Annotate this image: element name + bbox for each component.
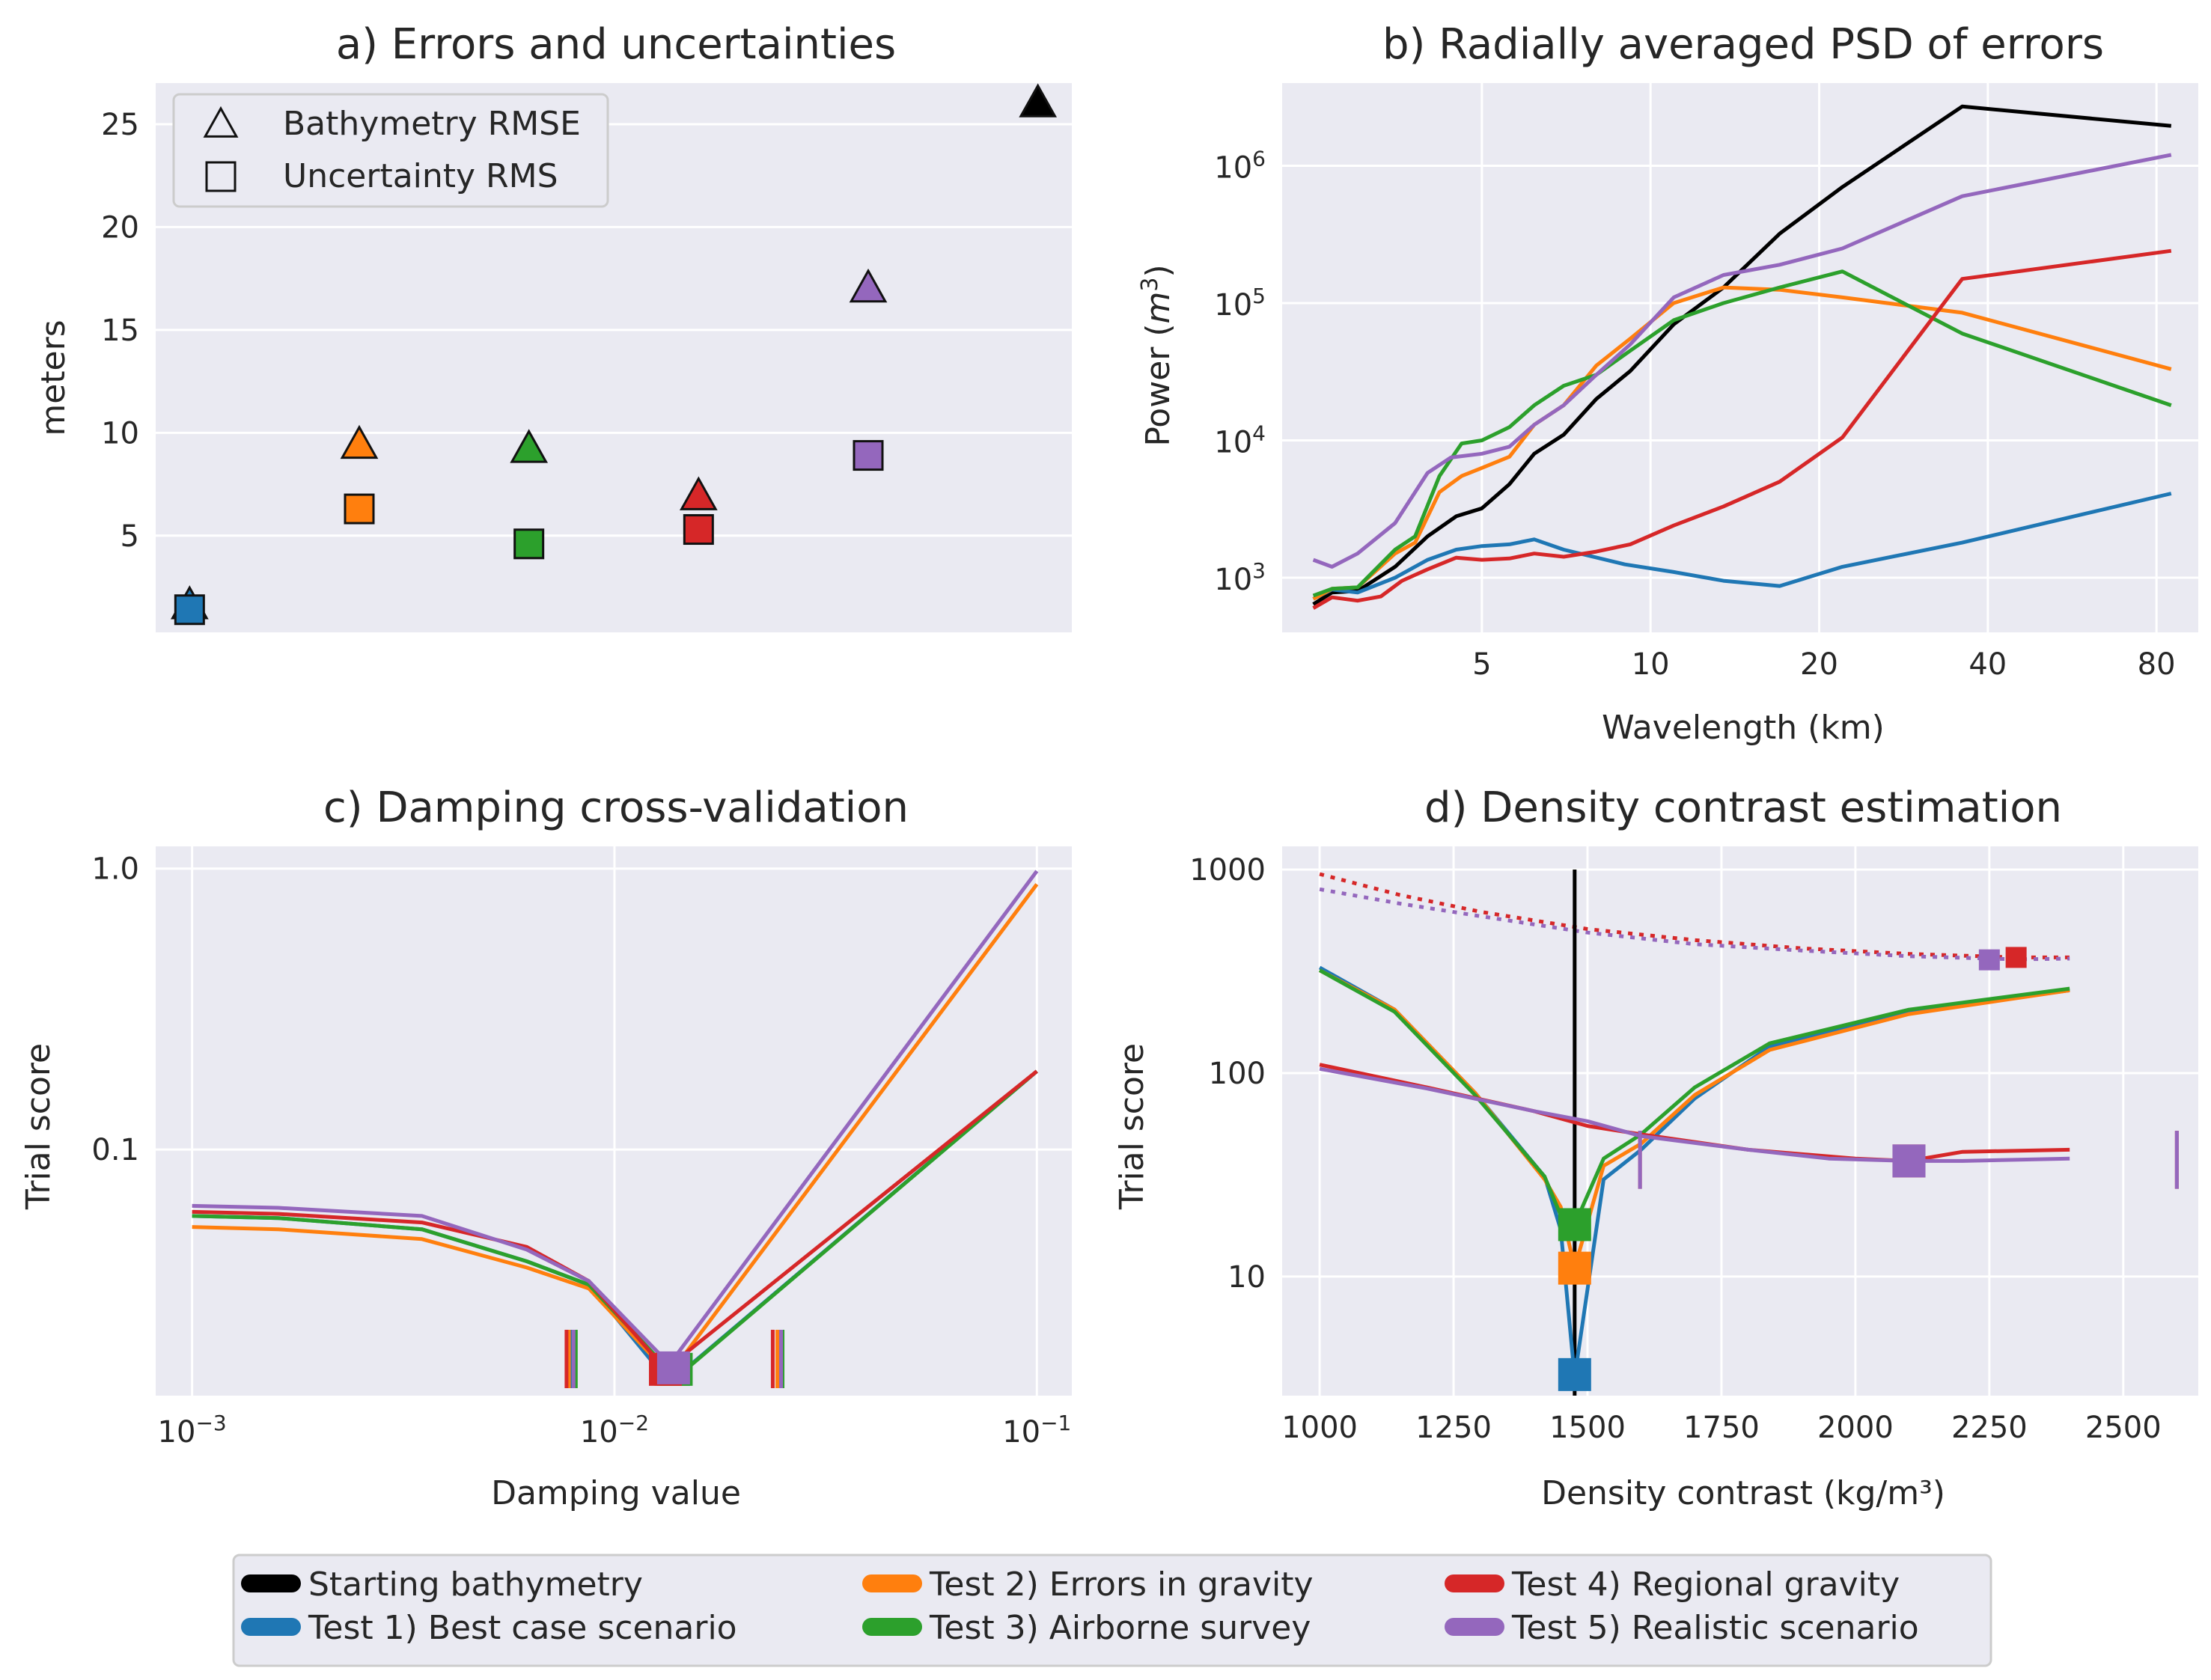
density-dotted-best-marker-test5 bbox=[1978, 949, 2000, 971]
legend-label: Starting bathymetry bbox=[308, 1566, 643, 1604]
panel-b-axes bbox=[1282, 83, 2198, 632]
rmse-triangle-marker bbox=[679, 476, 718, 510]
legend-item-test1: Test 1) Best case scenario bbox=[241, 1609, 737, 1647]
legend-label: Test 5) Realistic scenario bbox=[1511, 1609, 1919, 1647]
psd-line-starting bbox=[1312, 104, 2172, 606]
legend-item-test2: Test 2) Errors in gravity bbox=[862, 1566, 1314, 1604]
uncertainty-square-marker bbox=[683, 514, 714, 546]
panel-a-legend-frame bbox=[172, 93, 609, 208]
panel-c-title: c) Damping cross-validation bbox=[323, 784, 909, 832]
panel-d-ytick: 10 bbox=[1228, 1260, 1266, 1295]
legend-frame bbox=[232, 1554, 1992, 1667]
panel-d-xtick: 1750 bbox=[1683, 1411, 1760, 1445]
panel-a-ytick: 25 bbox=[101, 108, 139, 142]
damping-best-marker-test5 bbox=[656, 1351, 690, 1384]
psd-line-test3 bbox=[1312, 269, 2172, 598]
panel-d-xtick: 2250 bbox=[1951, 1411, 2028, 1445]
figure-legend: Starting bathymetry Test 1) Best case sc… bbox=[232, 1554, 1992, 1667]
panel-b-ylabel: Power (m3) bbox=[1137, 264, 1177, 446]
legend-item-test3: Test 3) Airborne survey bbox=[862, 1609, 1311, 1647]
panel-a-ytick: 20 bbox=[101, 210, 139, 245]
legend-swatch bbox=[862, 1618, 922, 1636]
panel-a-legend-label: Uncertainty RMS bbox=[283, 157, 558, 195]
density-best-marker-test1 bbox=[1558, 1357, 1591, 1391]
panel-d-xtick: 1000 bbox=[1281, 1411, 1358, 1445]
uncertainty-square-marker bbox=[853, 440, 884, 471]
density-dotted-best-marker-test4 bbox=[2005, 947, 2027, 968]
panel-d-ytick: 1000 bbox=[1189, 853, 1266, 888]
panel-d-title: d) Density contrast estimation bbox=[1424, 784, 2062, 832]
legend-item-test4: Test 4) Regional gravity bbox=[1445, 1566, 1900, 1604]
panel-b-xtick: 20 bbox=[1800, 647, 1838, 682]
psd-line-test4 bbox=[1312, 248, 2172, 610]
panel-a-ytick: 5 bbox=[121, 519, 139, 554]
density-best-marker-test3 bbox=[1558, 1208, 1591, 1241]
panel-a-ytick: 10 bbox=[101, 416, 139, 450]
triangle-icon bbox=[203, 106, 239, 138]
panel-a-legend-label: Bathymetry RMSE bbox=[283, 105, 581, 143]
panel-b-xtick: 40 bbox=[1968, 647, 2007, 682]
panel-d-xtick: 2500 bbox=[2085, 1411, 2162, 1445]
density-best-marker-test5 bbox=[1892, 1144, 1926, 1178]
panel-a-legend: Bathymetry RMSE Uncertainty RMS bbox=[172, 93, 609, 208]
rmse-triangle-marker bbox=[849, 268, 888, 303]
rmse-triangle-marker bbox=[1019, 83, 1058, 117]
rmse-triangle-marker bbox=[510, 429, 549, 463]
density-best-marker-test2 bbox=[1558, 1251, 1591, 1285]
psd-line-test5 bbox=[1312, 153, 2172, 569]
panel-b-ytick: 106 bbox=[1214, 146, 1266, 185]
legend-swatch bbox=[241, 1574, 301, 1592]
uncertainty-square-marker bbox=[344, 493, 375, 525]
legend-swatch bbox=[1445, 1618, 1504, 1636]
uncertainty-square-marker bbox=[174, 594, 205, 626]
panel-b-xtick: 10 bbox=[1632, 647, 1670, 682]
panel-c-xlabel: Damping value bbox=[491, 1474, 741, 1512]
panel-d-axes bbox=[1282, 846, 2198, 1396]
panel-d-xlabel: Density contrast (kg/m³) bbox=[1541, 1474, 1945, 1512]
panel-a-ytick: 15 bbox=[101, 314, 139, 348]
uncertainty-square-marker bbox=[513, 528, 545, 560]
panel-c-ytick: 0.1 bbox=[91, 1133, 139, 1167]
legend-swatch bbox=[862, 1574, 922, 1592]
panel-a-title: a) Errors and uncertainties bbox=[336, 20, 896, 69]
density-line-test5 bbox=[1319, 1066, 2070, 1163]
panel-a-ylabel: meters bbox=[34, 320, 73, 436]
psd-line-test1 bbox=[1312, 492, 2172, 601]
legend-label: Test 2) Errors in gravity bbox=[929, 1566, 1314, 1604]
legend-swatch bbox=[241, 1618, 301, 1636]
panel-c-xtick: 10−1 bbox=[1002, 1411, 1071, 1450]
legend-label: Test 4) Regional gravity bbox=[1511, 1566, 1900, 1604]
panel-c-xtick: 10−2 bbox=[580, 1411, 649, 1450]
panel-c-ylabel: Trial score bbox=[19, 1043, 58, 1210]
panel-b-xlabel: Wavelength (km) bbox=[1602, 709, 1885, 747]
panel-b-title: b) Radially averaged PSD of errors bbox=[1382, 20, 2104, 69]
rmse-triangle-marker bbox=[340, 424, 379, 459]
legend-label: Test 1) Best case scenario bbox=[308, 1609, 737, 1647]
panel-b-xtick: 5 bbox=[1472, 647, 1491, 682]
square-icon bbox=[205, 161, 237, 192]
panel-b-ytick: 104 bbox=[1214, 421, 1266, 459]
panel-c-ytick: 1.0 bbox=[91, 852, 139, 887]
panel-d-ytick: 100 bbox=[1209, 1057, 1266, 1091]
legend-swatch bbox=[1445, 1574, 1504, 1592]
panel-d-xtick: 1250 bbox=[1415, 1411, 1492, 1445]
legend-item-starting: Starting bathymetry bbox=[241, 1566, 643, 1604]
panel-b-ytick: 105 bbox=[1214, 284, 1266, 323]
legend-item-test5: Test 5) Realistic scenario bbox=[1445, 1609, 1919, 1647]
panel-d-xtick: 2000 bbox=[1817, 1411, 1894, 1445]
panel-b-xtick: 80 bbox=[2138, 647, 2176, 682]
panel-c-xtick: 10−3 bbox=[158, 1411, 227, 1450]
panel-d-ylabel: Trial score bbox=[1113, 1043, 1151, 1210]
density-line-test3 bbox=[1318, 968, 2070, 1227]
panel-d-xtick: 1500 bbox=[1549, 1411, 1626, 1445]
legend-label: Test 3) Airborne survey bbox=[929, 1609, 1311, 1647]
panel-b-ytick: 103 bbox=[1214, 558, 1266, 597]
